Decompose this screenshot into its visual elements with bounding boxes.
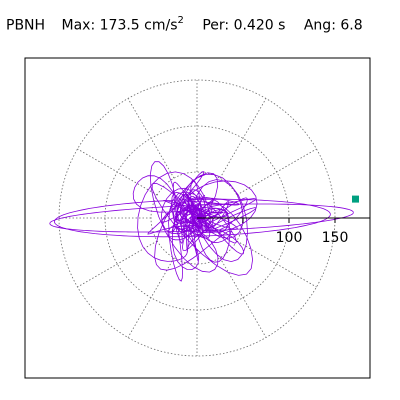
grid-spoke-330: [236, 240, 317, 288]
trace-segment-large-2: [53, 198, 331, 238]
grid-spoke-60: [219, 98, 267, 179]
max-marker-group: [351, 195, 359, 203]
max-label: Max:: [61, 17, 96, 34]
trace-segment-main: [132, 161, 258, 282]
per-label: Per:: [202, 17, 230, 34]
radial-tick-label: 100: [276, 230, 303, 246]
station-code: PBNH: [6, 17, 46, 34]
motion-trace: [49, 161, 354, 282]
radial-tick-label: 150: [322, 230, 349, 246]
max-value: 173.5 cm/s: [99, 17, 178, 34]
chart-header: PBNH Max: 173.5 cm/s2 Per: 0.420 s Ang: …: [6, 15, 363, 34]
grid-spoke-30: [236, 148, 317, 196]
grid-spoke-300: [219, 257, 267, 338]
ang-label: Ang:: [303, 17, 336, 34]
trace-segment-large-1: [49, 203, 354, 233]
grid-spoke-210: [77, 240, 158, 288]
per-value: 0.420 s: [233, 17, 286, 34]
axes: [197, 217, 370, 223]
grid-spoke-240: [127, 257, 175, 338]
grid-spoke-150: [77, 148, 158, 196]
grid-spoke-120: [127, 98, 175, 179]
radial-tick-labels: 100 150: [276, 230, 349, 246]
ang-value: 6.8: [340, 17, 363, 34]
max-unit-exponent: 2: [177, 15, 184, 26]
max-amplitude-marker: [351, 195, 359, 203]
